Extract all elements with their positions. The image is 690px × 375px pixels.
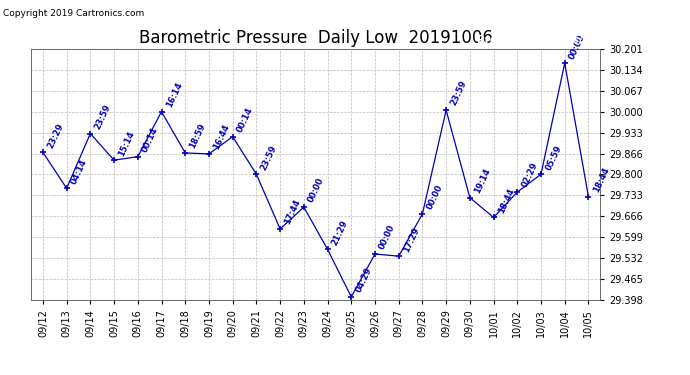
Text: Copyright 2019 Cartronics.com: Copyright 2019 Cartronics.com [3, 9, 145, 18]
Title: Barometric Pressure  Daily Low  20191006: Barometric Pressure Daily Low 20191006 [139, 29, 493, 47]
Text: 23:59: 23:59 [449, 80, 469, 107]
Text: 00:00: 00:00 [567, 33, 586, 60]
Text: 23:59: 23:59 [93, 103, 112, 131]
Text: 00:00: 00:00 [425, 183, 444, 211]
Text: 00:00: 00:00 [306, 177, 326, 204]
Text: 18:44: 18:44 [591, 166, 611, 194]
Text: 21:29: 21:29 [331, 219, 350, 246]
Text: 00:00: 00:00 [377, 224, 397, 251]
Text: 23:59: 23:59 [259, 144, 279, 171]
Text: 23:29: 23:29 [46, 122, 65, 150]
Text: 19:14: 19:14 [473, 167, 492, 195]
Text: 05:59: 05:59 [544, 144, 563, 171]
Text: Pressure  (Inches/Hg): Pressure (Inches/Hg) [477, 35, 603, 45]
Text: 17:29: 17:29 [402, 225, 421, 254]
Text: 16:14: 16:14 [164, 81, 184, 109]
Text: 04:14: 04:14 [70, 158, 89, 186]
Text: 02:29: 02:29 [520, 161, 540, 189]
Text: 04:29: 04:29 [354, 266, 373, 294]
Text: 00:14: 00:14 [141, 126, 160, 154]
Text: 18:59: 18:59 [188, 122, 208, 150]
Text: 18:44: 18:44 [496, 187, 516, 214]
Text: 16:44: 16:44 [212, 123, 231, 151]
Text: 00:14: 00:14 [235, 106, 255, 134]
Text: 15:14: 15:14 [117, 129, 137, 158]
Text: 17:44: 17:44 [283, 198, 302, 226]
